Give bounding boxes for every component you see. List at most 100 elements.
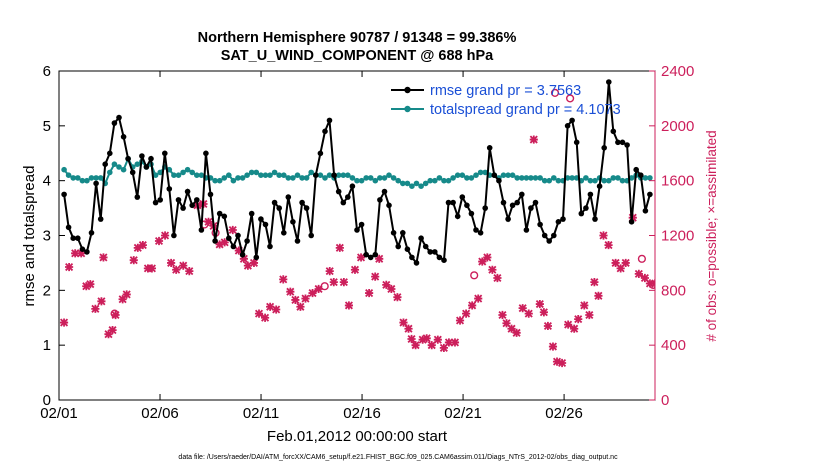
series-point [88, 175, 95, 181]
obs-assimilated-point [179, 261, 188, 270]
series-point [386, 172, 392, 178]
series-point [313, 172, 319, 178]
series-point [226, 172, 232, 178]
x-tick-label: 02/21 [444, 405, 482, 422]
series-point [509, 202, 516, 209]
obs-assimilated-point [335, 243, 344, 252]
series-point [129, 169, 136, 176]
series-point [239, 251, 246, 258]
series-point [436, 254, 443, 261]
series-point [93, 175, 99, 181]
series-point [537, 221, 543, 228]
y-axis-label: rmse and totalspread [21, 166, 38, 307]
obs-assimilated-point [399, 318, 408, 327]
x-tick-label: 02/11 [243, 405, 279, 422]
rmse-series-layer [61, 79, 653, 266]
obs-assimilated-point [59, 318, 69, 327]
series-point [303, 205, 310, 211]
obs-assimilated-point [356, 253, 366, 262]
series-point [532, 199, 539, 206]
series-point [418, 183, 424, 189]
series-point [107, 150, 113, 157]
series-point [212, 177, 218, 184]
obs-possible-point [565, 94, 575, 103]
y-right-tick-label: 1200 [661, 228, 694, 245]
series-point [258, 172, 264, 178]
series-point [422, 180, 429, 187]
series-point [367, 254, 374, 261]
series-point [79, 177, 86, 184]
series-point [61, 191, 67, 198]
obs-assimilated-point [239, 254, 248, 263]
y-tick-label: 2 [43, 282, 51, 299]
data-file-footnote: data file: /Users/raeder/DAI/ATM_forcXX/… [178, 454, 618, 461]
series-point [299, 175, 305, 181]
series-point [262, 221, 269, 228]
series-point [358, 221, 365, 228]
series-point [523, 227, 530, 233]
obs-assimilated-point [77, 249, 86, 258]
obs-assimilated-point [160, 231, 170, 240]
series-point [111, 161, 118, 167]
obs-assimilated-point [82, 282, 91, 291]
series-point [65, 172, 72, 178]
series-point [459, 172, 466, 178]
obs-assimilated-point [154, 236, 164, 246]
series-point [157, 169, 163, 176]
series-point [628, 219, 635, 225]
obs-assimilated-point [371, 272, 380, 281]
series-point [290, 175, 296, 181]
series-point [258, 216, 264, 222]
y-tick-label: 3 [43, 228, 51, 245]
series-point [409, 183, 415, 189]
series-point [271, 169, 278, 176]
series-point [294, 238, 301, 244]
series-point [267, 172, 273, 178]
series-point [294, 172, 301, 178]
series-point [413, 180, 420, 187]
obs-assimilated-point [529, 135, 538, 144]
series-point [290, 219, 296, 225]
series-point [134, 194, 141, 200]
series-point [377, 175, 383, 181]
series-point [70, 175, 76, 181]
series-point [230, 243, 237, 250]
series-point [569, 117, 575, 124]
series-point [619, 177, 626, 184]
obs-assimilated-point [97, 297, 106, 306]
series-point [75, 175, 81, 181]
series-point [587, 177, 594, 184]
series-point [262, 172, 269, 178]
series-point [180, 169, 186, 176]
y-right-axis-label: # of obs: o=possible; ×=assimilated [704, 130, 719, 341]
obs-assimilated-point [474, 294, 483, 303]
series-point [194, 197, 200, 203]
obs-assimilated-point [645, 279, 655, 288]
obs-assimilated-point [108, 326, 117, 335]
obs-assimilated-point [279, 275, 288, 284]
series-point [299, 199, 305, 206]
series-point [587, 191, 594, 198]
right-axis-ticks: 0 400 800 1200 1600 2000 2400 [649, 63, 694, 409]
series-point [175, 197, 182, 203]
series-point [519, 175, 525, 181]
series-point [482, 169, 489, 176]
obs-assimilated-point [552, 357, 562, 366]
series-point [409, 254, 415, 261]
chart-subtitle: SAT_U_WIND_COMPONENT @ 688 hPa [221, 48, 494, 64]
series-point [381, 175, 388, 181]
obs-assimilated-point [543, 321, 553, 331]
series-point [363, 251, 370, 258]
obs-assimilated-point [483, 253, 492, 262]
series-point [248, 210, 255, 217]
obs-assimilated-point [308, 288, 317, 298]
series-point [171, 232, 177, 239]
obs-assimilated-point [325, 267, 334, 276]
series-point [619, 139, 626, 146]
obs-assimilated-point [243, 261, 252, 270]
series-point [345, 172, 351, 178]
series-point [349, 175, 356, 181]
series-point [194, 172, 200, 178]
series-point [271, 199, 278, 206]
series-point [230, 177, 237, 184]
